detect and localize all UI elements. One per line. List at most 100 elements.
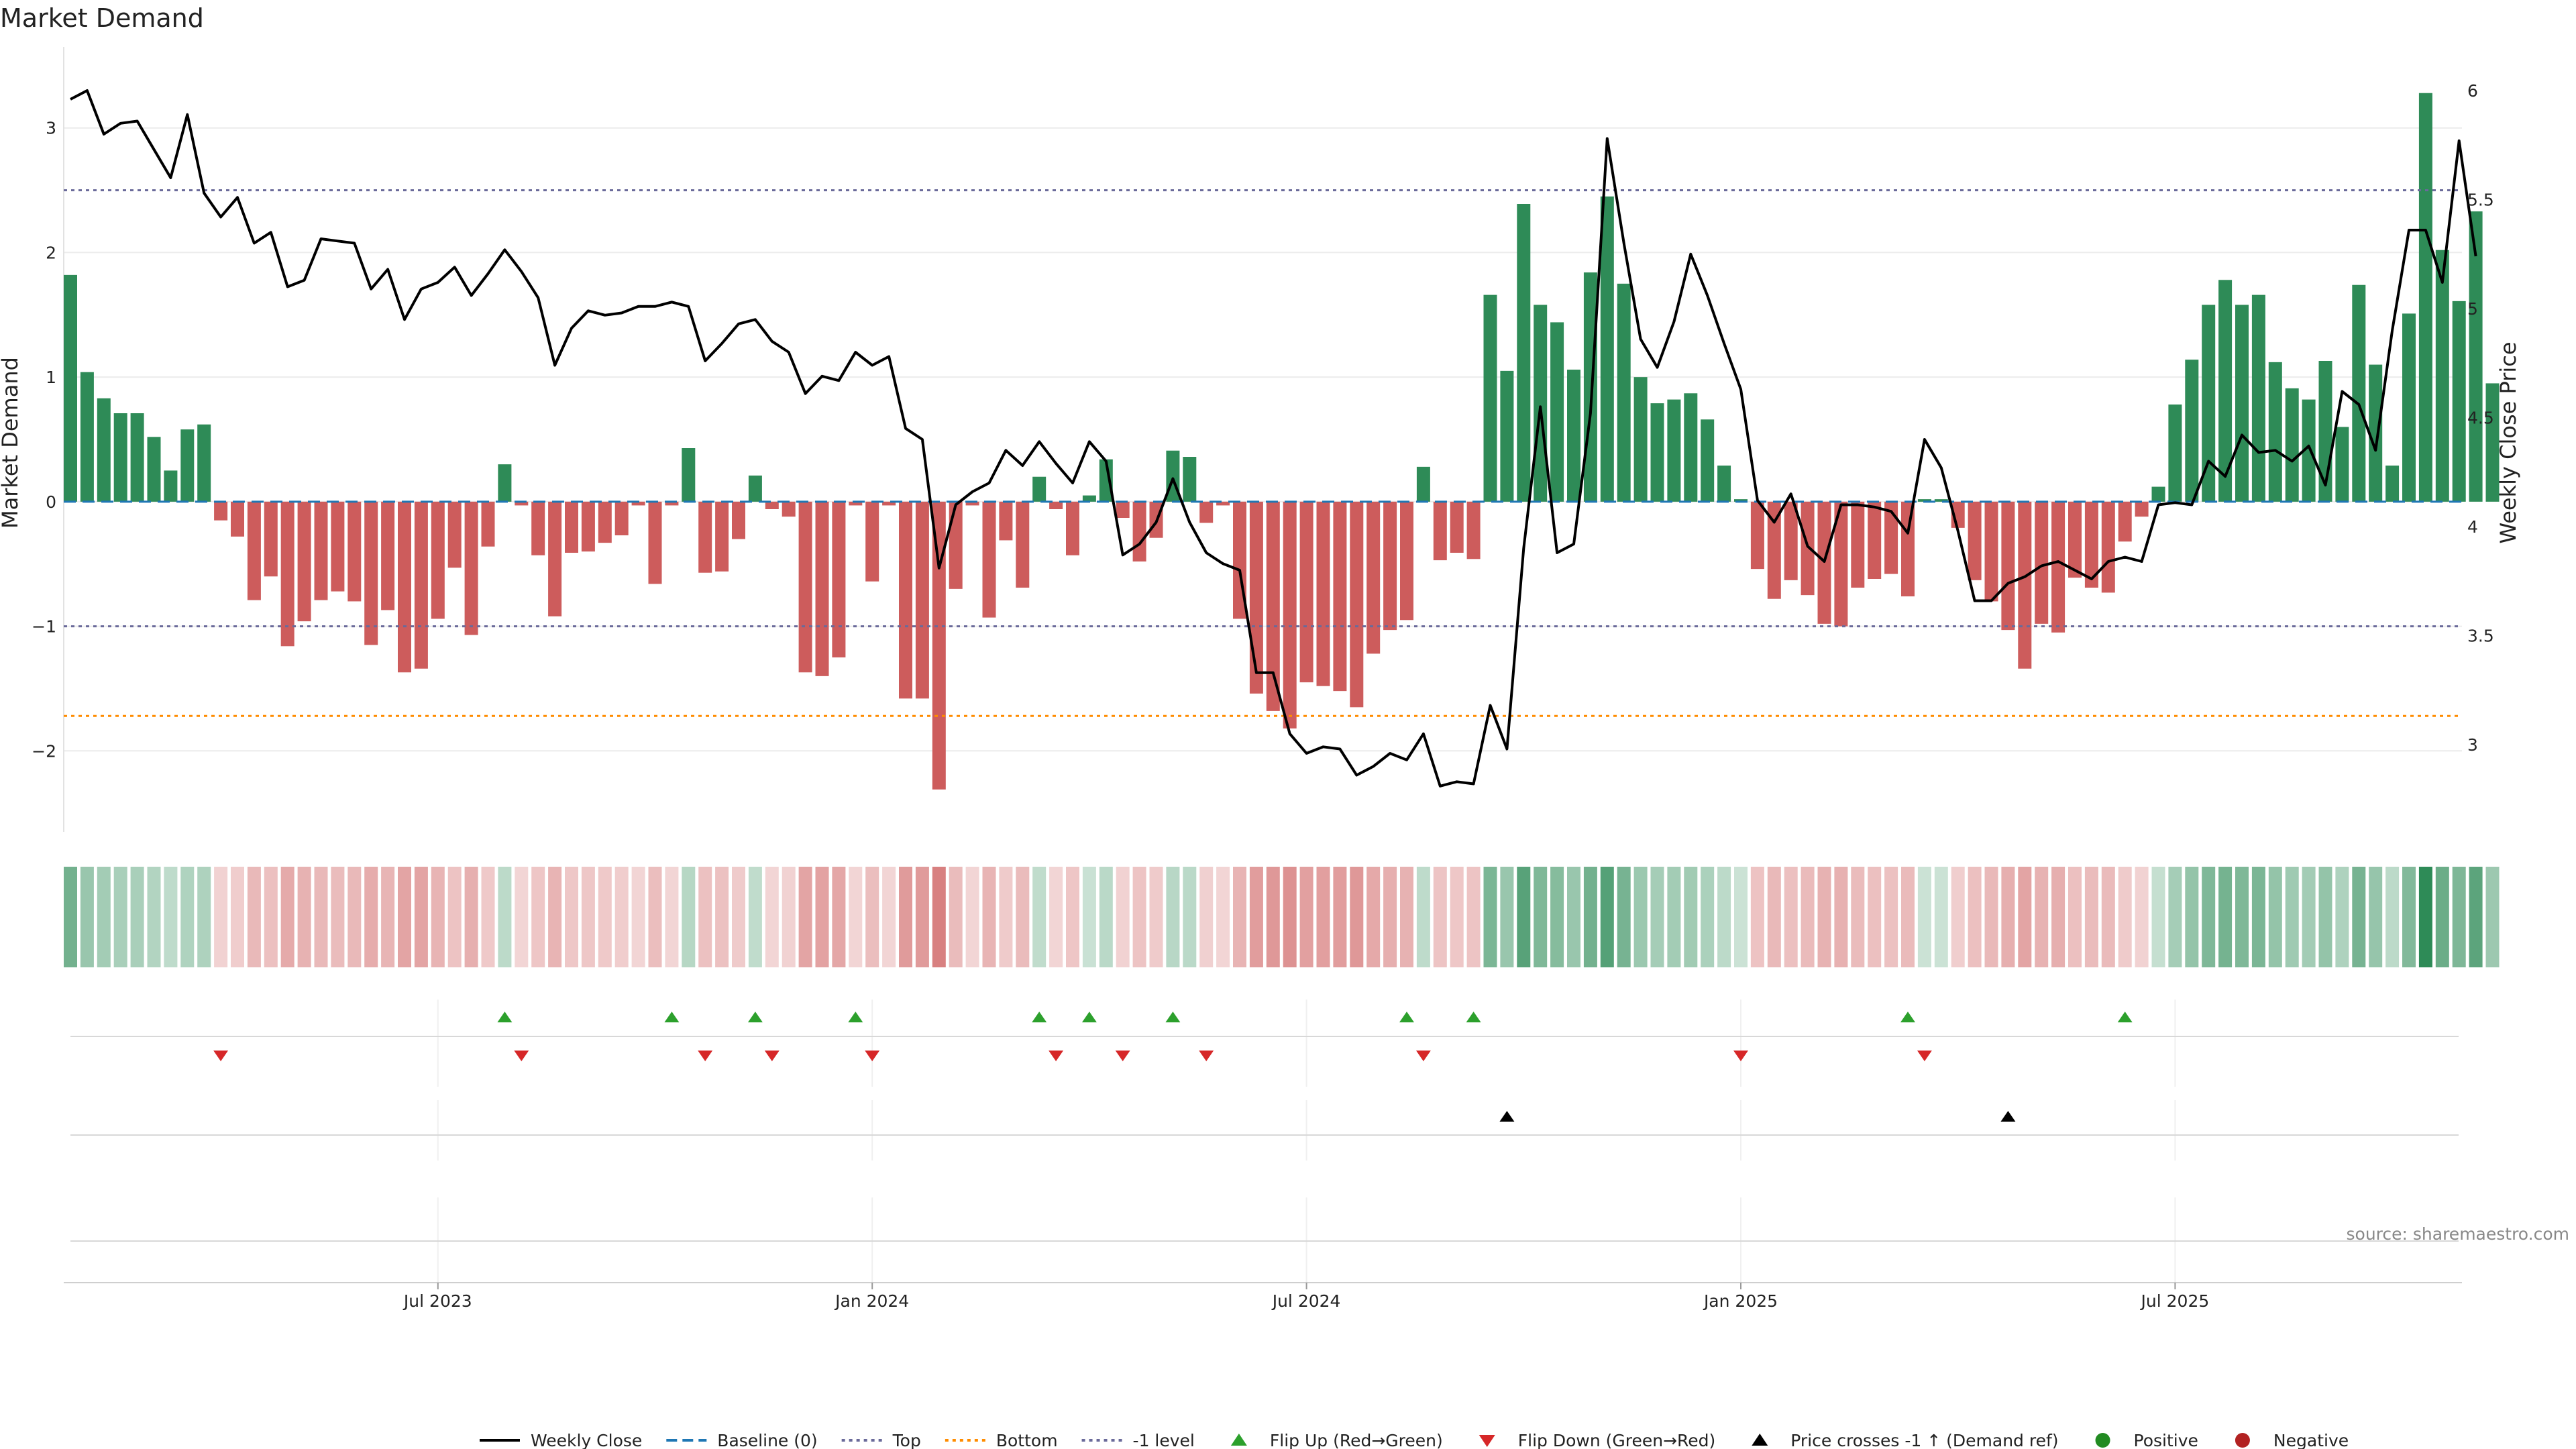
flip-markers-panel (70, 1000, 2459, 1087)
flip-down-marker (1917, 1051, 1932, 1061)
strip-cell (1851, 867, 1865, 967)
legend-label: Negative (2273, 1431, 2349, 1449)
strip-cell (849, 867, 863, 967)
legend-swatch (1479, 1435, 1495, 1447)
demand-bar (1049, 501, 1063, 509)
demand-bar (1834, 501, 1848, 627)
strip-cell (1233, 867, 1246, 967)
strip-cell (1433, 867, 1447, 967)
demand-color-strip (64, 867, 2500, 967)
strip-cell (381, 867, 395, 967)
demand-bar (832, 501, 846, 657)
strip-cell (180, 867, 195, 967)
demand-bar (614, 501, 629, 535)
demand-bar (1968, 501, 1982, 580)
flip-down-marker (514, 1051, 529, 1061)
legend-item-neg: Negative (2235, 1431, 2349, 1449)
strip-cell (2302, 867, 2316, 967)
strip-cell (531, 867, 545, 967)
y-tick-label: 1 (46, 368, 56, 387)
y2-tick-label: 3 (2467, 735, 2478, 755)
demand-bar (2335, 427, 2349, 502)
demand-bar (264, 501, 278, 577)
y2-tick-label: 4.5 (2467, 409, 2494, 428)
y-tick-label: −2 (32, 741, 56, 761)
strip-cell (2185, 867, 2199, 967)
strip-cell (932, 867, 946, 967)
strip-cell (1299, 867, 1313, 967)
strip-cell (2001, 867, 2015, 967)
strip-cell (2402, 867, 2416, 967)
demand-bar (798, 501, 812, 673)
demand-bar (999, 501, 1013, 541)
strip-cell (1049, 867, 1063, 967)
strip-cell (1734, 867, 1748, 967)
strip-cell (1517, 867, 1531, 967)
demand-bar (2251, 294, 2265, 502)
strip-cell (398, 867, 411, 967)
strip-cell (364, 867, 378, 967)
strip-cell (1099, 867, 1113, 967)
demand-bar (982, 501, 996, 618)
flip-down-marker (764, 1051, 780, 1061)
demand-bar (447, 501, 462, 568)
legend: Weekly Close Baseline (0) Top Bottom -1 leve… (480, 1431, 2349, 1449)
demand-bar (64, 274, 77, 502)
demand-bar (515, 501, 529, 506)
strip-cell (999, 867, 1013, 967)
demand-bar (2135, 501, 2149, 517)
demand-bar (1633, 377, 1648, 502)
demand-bar (381, 501, 395, 610)
strip-cell (280, 867, 294, 967)
strip-cell (1266, 867, 1280, 967)
demand-bar (2168, 405, 2182, 502)
strip-cell (1183, 867, 1197, 967)
strip-cell (231, 867, 244, 967)
demand-bar (80, 372, 94, 502)
demand-bar (581, 501, 595, 552)
source-note: source: sharemaestro.com (2347, 1224, 2570, 1244)
strip-cell (715, 867, 729, 967)
flip-up-marker (1466, 1012, 1481, 1022)
demand-bar (1534, 305, 1548, 502)
demand-bar (782, 501, 796, 517)
strip-cell (1466, 867, 1481, 967)
strip-cell (815, 867, 829, 967)
chart-title: Market Demand (0, 3, 204, 33)
demand-bar (247, 501, 261, 600)
demand-bar (1917, 499, 1931, 502)
demand-bar (2185, 360, 2199, 502)
strip-cell (899, 867, 912, 967)
strip-cell (1366, 867, 1381, 967)
demand-bar (197, 424, 211, 502)
demand-bar (1066, 501, 1079, 555)
demand-bar (1851, 501, 1865, 588)
legend-item-flip_up: Flip Up (Red→Green) (1230, 1431, 1443, 1449)
demand-bar (347, 501, 362, 602)
strip-cell (882, 867, 896, 967)
demand-bar (1934, 499, 1948, 502)
strip-cell (164, 867, 178, 967)
demand-bar (1483, 294, 1497, 502)
strip-cell (2218, 867, 2233, 967)
strip-cell (2235, 867, 2249, 967)
strip-cell (1149, 867, 1163, 967)
demand-bar (2118, 501, 2132, 542)
demand-bar (231, 501, 244, 537)
demand-bar (97, 398, 111, 502)
strip-cell (548, 867, 562, 967)
legend-label: Flip Down (Green→Red) (1518, 1431, 1716, 1449)
strip-cell (2151, 867, 2165, 967)
demand-bar (1216, 501, 1230, 506)
strip-cell (832, 867, 846, 967)
flip-down-marker (1049, 1051, 1064, 1061)
strip-cell (1750, 867, 1764, 967)
demand-bar (1750, 501, 1764, 570)
strip-cell (1834, 867, 1848, 967)
strip-cell (1550, 867, 1564, 967)
strip-cell (515, 867, 529, 967)
demand-bar (1650, 403, 1664, 502)
demand-bar (2235, 305, 2249, 502)
strip-cell (331, 867, 345, 967)
strip-cell (2318, 867, 2332, 967)
